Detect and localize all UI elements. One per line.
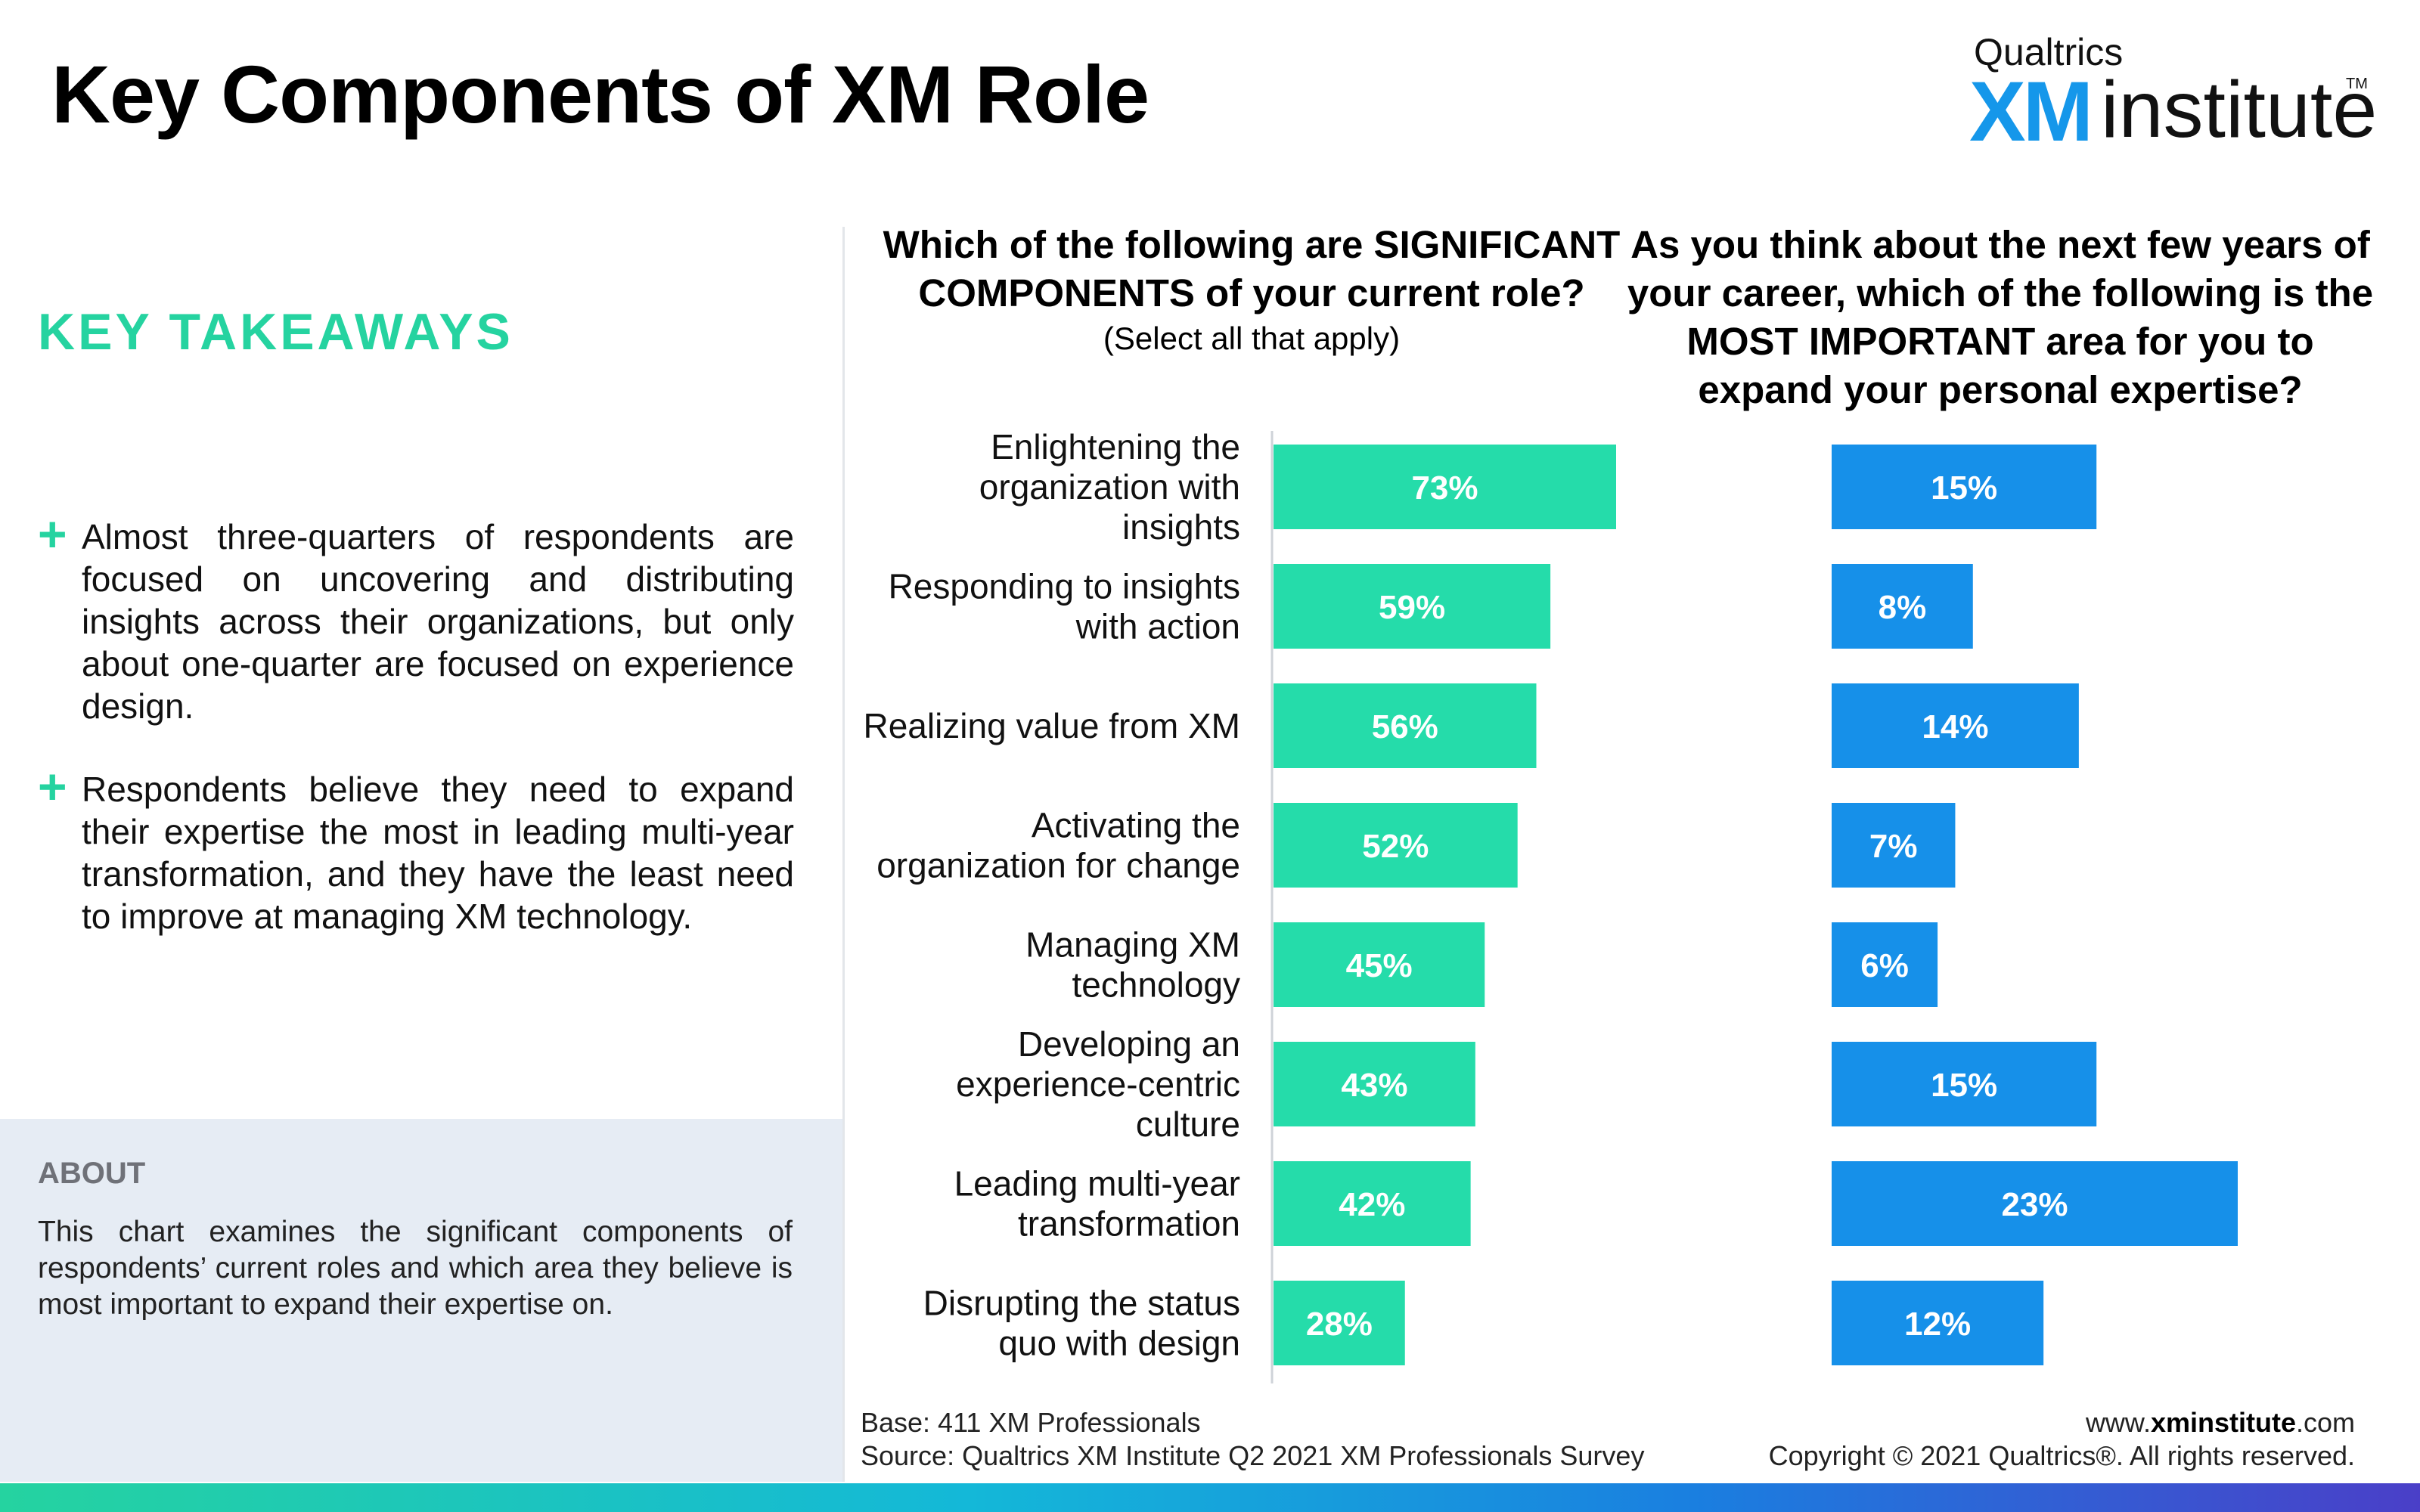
category-label: Realizing value from XM bbox=[863, 706, 1240, 745]
right-bar bbox=[1832, 683, 2079, 768]
left-bar-label: 43% bbox=[1341, 1067, 1407, 1104]
right-bar-label: 15% bbox=[1931, 469, 1997, 507]
takeaway-item: + Almost three-quarters of respondents a… bbox=[38, 506, 794, 727]
right-bar-label: 7% bbox=[1869, 828, 1918, 865]
about-panel: ABOUT This chart examines the significan… bbox=[0, 1119, 844, 1482]
footer-source-text: Source: Qualtrics XM Institute Q2 2021 X… bbox=[861, 1440, 1645, 1471]
plus-icon: + bbox=[38, 758, 67, 814]
left-bar bbox=[1274, 1161, 1471, 1246]
category-label: Managing XM technology bbox=[1025, 925, 1240, 1005]
category-label: Leading multi-year transformation bbox=[954, 1164, 1240, 1244]
category-label: Responding to insights with action bbox=[889, 567, 1240, 646]
footer-credits: www.xminstitute.com Copyright © 2021 Qua… bbox=[1769, 1406, 2355, 1473]
footer-copyright: Copyright © 2021 Qualtrics®. All rights … bbox=[1768, 1440, 2355, 1471]
about-text: This chart examines the significant comp… bbox=[38, 1216, 793, 1321]
left-bar bbox=[1274, 922, 1485, 1007]
right-bar bbox=[1832, 1042, 2097, 1126]
takeaway-text: Respondents believe they need to expand … bbox=[82, 770, 794, 936]
left-bar-label: 45% bbox=[1346, 947, 1413, 984]
left-bar bbox=[1274, 445, 1616, 529]
category-label: Developing an experience-centric culture bbox=[956, 1024, 1240, 1144]
left-bar-label: 73% bbox=[1411, 469, 1478, 507]
right-bar bbox=[1832, 564, 1973, 649]
logo-trademark: TM bbox=[2346, 76, 2368, 92]
about-heading: ABOUT bbox=[38, 1157, 146, 1190]
question-left-subtext: (Select all that apply) bbox=[1103, 321, 1401, 356]
right-bar bbox=[1832, 1281, 2044, 1365]
category-label: Activating the organization for change bbox=[876, 806, 1240, 885]
left-bar-label: 52% bbox=[1362, 828, 1429, 865]
bottom-gradient-bar bbox=[0, 1483, 2420, 1512]
xm-institute-logo: Qualtrics XM institute TM bbox=[1966, 30, 2377, 154]
left-bar bbox=[1274, 1281, 1405, 1365]
right-bar-label: 6% bbox=[1860, 947, 1909, 984]
footer-url[interactable]: www.xminstitute.com bbox=[2085, 1407, 2355, 1438]
category-label: Disrupting the status quo with design bbox=[923, 1284, 1240, 1363]
footer-source: Base: 411 XM Professionals Source: Qualt… bbox=[861, 1406, 1644, 1473]
right-bar-label: 12% bbox=[1904, 1306, 1971, 1343]
left-bar-label: 28% bbox=[1306, 1306, 1373, 1343]
right-bar bbox=[1832, 445, 2097, 529]
left-bar-label: 59% bbox=[1379, 589, 1445, 626]
footer-base-text: Base: 411 XM Professionals bbox=[861, 1407, 1201, 1438]
section-divider bbox=[842, 227, 845, 1482]
right-bar bbox=[1832, 1161, 2238, 1246]
page-title: Key Components of XM Role bbox=[51, 48, 1150, 140]
right-bar-label: 14% bbox=[1922, 708, 1988, 745]
question-left: Which of the following are SIGNIFICANT C… bbox=[870, 221, 1634, 360]
logo-xm-text: XM bbox=[1969, 64, 2093, 159]
right-bar-label: 15% bbox=[1931, 1067, 1997, 1104]
logo-institute-text: institute bbox=[2101, 65, 2378, 154]
plus-icon: + bbox=[38, 506, 67, 562]
left-bar-label: 56% bbox=[1372, 708, 1438, 745]
key-takeaways-heading: KEY TAKEAWAYS bbox=[38, 303, 513, 361]
left-bar bbox=[1274, 683, 1537, 768]
takeaway-text: Almost three-quarters of respondents are… bbox=[82, 517, 794, 726]
right-bar-label: 8% bbox=[1879, 589, 1927, 626]
right-bar bbox=[1832, 922, 1938, 1007]
category-label: Enlightening the organization with insight… bbox=[979, 427, 1240, 547]
left-bar bbox=[1274, 803, 1518, 888]
left-bar bbox=[1274, 1042, 1475, 1126]
takeaway-item: + Respondents believe they need to expan… bbox=[38, 758, 794, 937]
left-bar-label: 42% bbox=[1339, 1186, 1405, 1223]
question-left-text: Which of the following are SIGNIFICANT C… bbox=[883, 223, 1621, 314]
right-bar-label: 23% bbox=[2001, 1186, 2068, 1223]
logo-brand-text: Qualtrics bbox=[1974, 31, 2124, 73]
right-bar bbox=[1832, 803, 1956, 888]
question-right: As you think about the next few years of… bbox=[1627, 223, 2374, 411]
left-bar bbox=[1274, 564, 1551, 649]
